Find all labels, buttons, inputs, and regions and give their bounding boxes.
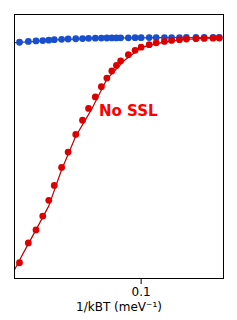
svg-text:0.1: 0.1 bbox=[132, 285, 151, 299]
svg-text:1/kBT (meV⁻¹): 1/kBT (meV⁻¹) bbox=[76, 300, 162, 314]
svg-text:No SSL: No SSL bbox=[99, 102, 158, 120]
